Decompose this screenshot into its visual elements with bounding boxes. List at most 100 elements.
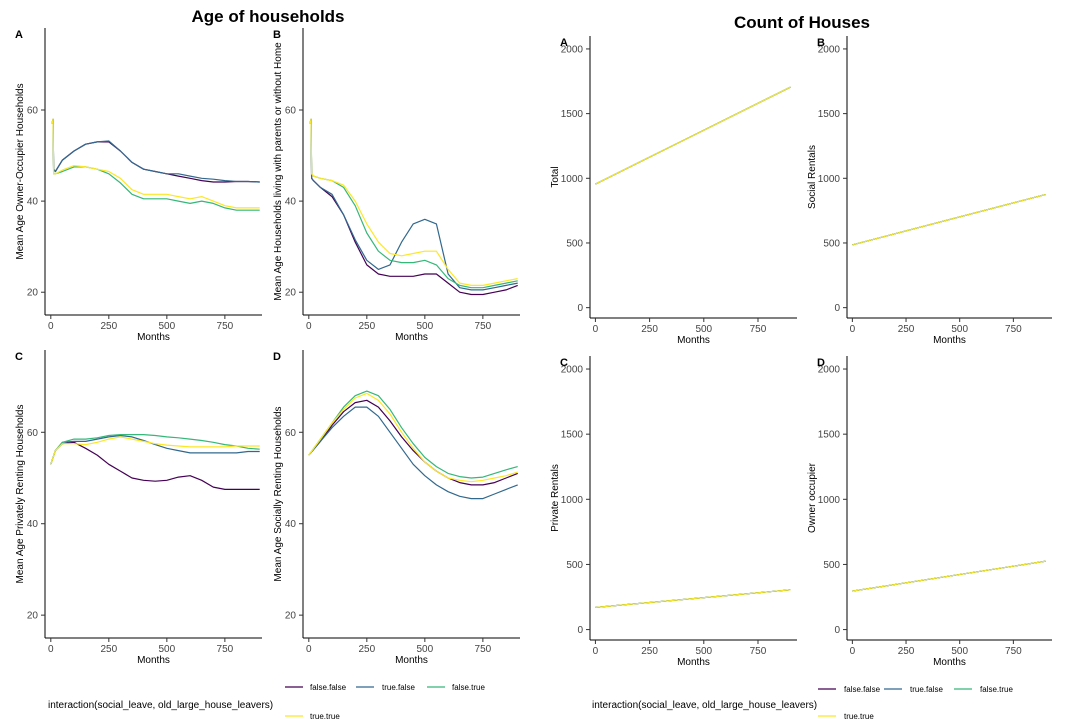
panel-count-a: 0 250 500 750 0 500 1000 1500 2000 Months Total A <box>550 36 797 346</box>
x-tick-label-age-a: 250 <box>100 321 117 332</box>
y-tick-label-count-b: 0 <box>834 303 840 314</box>
chart-panels: 0 250 500 750 20 40 60 Months Mean Age Owner-Occ… <box>15 28 1052 668</box>
x-tick-label-count-a: 750 <box>750 324 767 335</box>
series-line-age-d-false-true <box>308 390 518 479</box>
panel-letter-count-c: C <box>560 357 568 369</box>
series-line-count-b-true-true <box>852 193 1046 246</box>
series-line-age-a-true-true <box>51 118 260 209</box>
panel-count-c: 0 250 500 750 0 500 1000 1500 2000 Months Private … <box>550 356 797 668</box>
x-tick-label-count-b: 0 <box>850 324 856 335</box>
y-tick-label-count-b: 1500 <box>818 109 841 120</box>
y-tick-label-count-b: 2000 <box>818 44 841 55</box>
x-axis-label-count-a: Months <box>677 335 710 346</box>
series-line-age-d-true-false <box>308 406 518 500</box>
x-axis-label-count-c: Months <box>677 657 710 668</box>
count-legend: interaction(social_leave, old_large_hous… <box>592 685 1013 721</box>
panel-letter-count-d: D <box>817 357 825 369</box>
x-tick-label-count-b: 500 <box>951 324 968 335</box>
x-tick-label-age-c: 0 <box>48 644 54 655</box>
count-of-houses-title: Count of Houses <box>734 13 870 32</box>
y-axis-label-age-b: Mean Age Households living with parents … <box>273 42 284 301</box>
y-tick-label-age-c: 60 <box>27 428 39 439</box>
series-line-age-c-true-true <box>50 436 260 465</box>
y-tick-label-age-b: 60 <box>285 106 297 117</box>
panel-letter-age-a: A <box>15 29 23 41</box>
panel-count-d: 0 250 500 750 0 500 1000 1500 2000 Months Owner oc… <box>807 356 1052 668</box>
x-tick-label-age-d: 500 <box>417 644 434 655</box>
x-axis-label-count-d: Months <box>933 657 966 668</box>
count-legend-label-true-false: true.false <box>910 685 943 694</box>
age-legend-label-false-false: false.false <box>310 683 347 692</box>
series-line-count-a-true-true <box>595 86 791 185</box>
y-axis-label-count-a: Total <box>550 166 561 187</box>
y-tick-label-count-a: 2000 <box>561 44 584 55</box>
y-tick-label-age-d: 40 <box>285 519 297 530</box>
y-axis-label-count-d: Owner occupier <box>807 462 818 533</box>
x-tick-label-count-c: 500 <box>695 646 712 657</box>
panel-letter-count-b: B <box>817 37 825 49</box>
panel-letter-count-a: A <box>560 37 568 49</box>
y-tick-label-count-d: 2000 <box>818 365 841 376</box>
series-line-age-b-true-true <box>309 118 518 286</box>
panel-age-c: 0 250 500 750 20 40 60 Months Mean Age Privately… <box>15 350 262 666</box>
age-legend: interaction(social_leave, old_large_hous… <box>48 683 485 721</box>
y-tick-label-count-d: 1500 <box>818 430 841 441</box>
x-tick-label-count-d: 750 <box>1005 646 1022 657</box>
x-tick-label-age-c: 750 <box>217 644 234 655</box>
x-tick-label-count-c: 250 <box>641 646 658 657</box>
y-tick-label-count-c: 500 <box>566 560 583 571</box>
x-tick-label-count-c: 750 <box>750 646 767 657</box>
y-tick-label-count-d: 1000 <box>818 495 841 506</box>
series-line-age-a-false-true <box>51 118 260 211</box>
y-tick-label-count-a: 1000 <box>561 174 584 185</box>
x-axis-label-age-a: Months <box>137 332 170 343</box>
panel-age-d: 0 250 500 750 20 40 60 Months Mean Age Socially … <box>273 350 520 666</box>
x-tick-label-age-a: 750 <box>217 321 234 332</box>
panel-letter-age-d: D <box>273 351 281 363</box>
panel-age-b: 0 250 500 750 20 40 60 Months Mean Age Household… <box>273 28 520 343</box>
x-tick-label-age-a: 0 <box>48 321 54 332</box>
x-tick-label-age-c: 250 <box>100 644 117 655</box>
x-tick-label-count-b: 250 <box>898 324 915 335</box>
y-axis-label-count-c: Private Rentals <box>550 464 561 532</box>
x-tick-label-count-d: 500 <box>951 646 968 657</box>
x-axis-label-age-d: Months <box>395 655 428 666</box>
count-legend-title: interaction(social_leave, old_large_hous… <box>592 700 817 711</box>
y-tick-label-count-a: 1500 <box>561 109 584 120</box>
series-line-count-d-true-true <box>852 560 1046 592</box>
x-tick-label-age-b: 0 <box>306 321 312 332</box>
age-legend-label-true-true: true.true <box>310 712 340 721</box>
y-tick-label-count-c: 1000 <box>561 495 584 506</box>
y-tick-label-count-d: 0 <box>834 625 840 636</box>
x-axis-label-age-c: Months <box>137 655 170 666</box>
y-tick-label-age-b: 40 <box>285 197 297 208</box>
y-axis-label-age-c: Mean Age Privately Renting Households <box>15 405 26 584</box>
panel-letter-age-b: B <box>273 29 281 41</box>
age-households-title: Age of households <box>192 7 345 26</box>
y-tick-label-count-a: 500 <box>566 238 583 249</box>
x-tick-label-age-a: 500 <box>159 321 176 332</box>
x-tick-label-age-b: 250 <box>358 321 375 332</box>
x-tick-label-count-a: 0 <box>593 324 599 335</box>
x-tick-label-age-b: 750 <box>475 321 492 332</box>
series-line-age-d-false-false <box>308 399 518 486</box>
y-tick-label-age-a: 60 <box>27 106 39 117</box>
y-tick-label-age-c: 20 <box>27 611 39 622</box>
y-tick-label-count-c: 0 <box>577 625 583 636</box>
x-tick-label-age-d: 0 <box>306 644 312 655</box>
y-tick-label-age-b: 20 <box>285 288 297 299</box>
y-axis-label-age-d: Mean Age Socially Renting Households <box>273 406 284 581</box>
y-tick-label-age-d: 20 <box>285 611 297 622</box>
series-line-age-d-true-true <box>308 392 518 483</box>
y-axis-label-age-a: Mean Age Owner-Occupier Households <box>15 83 26 259</box>
y-tick-label-count-d: 500 <box>823 560 840 571</box>
x-tick-label-count-a: 250 <box>641 324 658 335</box>
series-line-age-c-false-true <box>50 434 260 465</box>
y-tick-label-count-b: 1000 <box>818 174 841 185</box>
x-tick-label-age-d: 250 <box>358 644 375 655</box>
x-tick-label-count-b: 750 <box>1005 324 1022 335</box>
x-tick-label-count-d: 0 <box>850 646 856 657</box>
x-axis-label-count-b: Months <box>933 335 966 346</box>
